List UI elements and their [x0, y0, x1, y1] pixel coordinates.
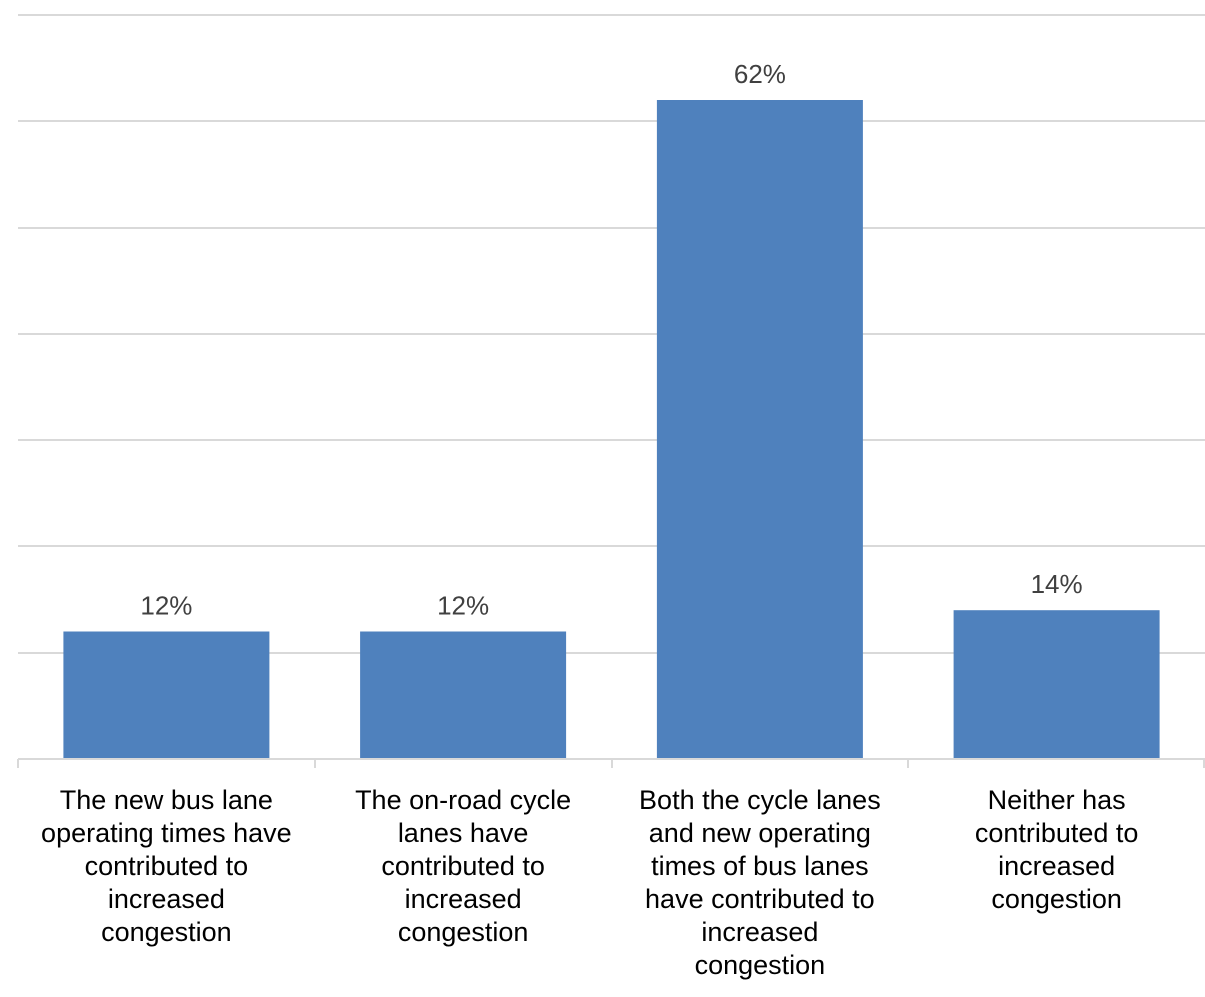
data-label: 14%: [1031, 569, 1083, 599]
bar: [953, 610, 1160, 759]
x-category-label: Both the cycle lanes and new operating tim…: [639, 785, 881, 980]
x-category-label: Neither has contributed to increased conges…: [974, 785, 1139, 914]
bar: [360, 631, 567, 759]
data-label: 62%: [734, 59, 786, 89]
x-category-label: The on-road cycle lanes have contributed t…: [355, 785, 572, 947]
data-labels: 12% 12% 62% 14%: [140, 59, 1082, 621]
bars: [63, 100, 1160, 759]
x-category-label: The new bus lane operating times have cont…: [41, 785, 292, 947]
data-label: 12%: [140, 591, 192, 621]
gridlines: [18, 14, 1205, 654]
bar: [656, 100, 863, 759]
data-label: 12%: [437, 591, 489, 621]
x-axis: [17, 758, 1205, 768]
bar: [63, 631, 270, 759]
